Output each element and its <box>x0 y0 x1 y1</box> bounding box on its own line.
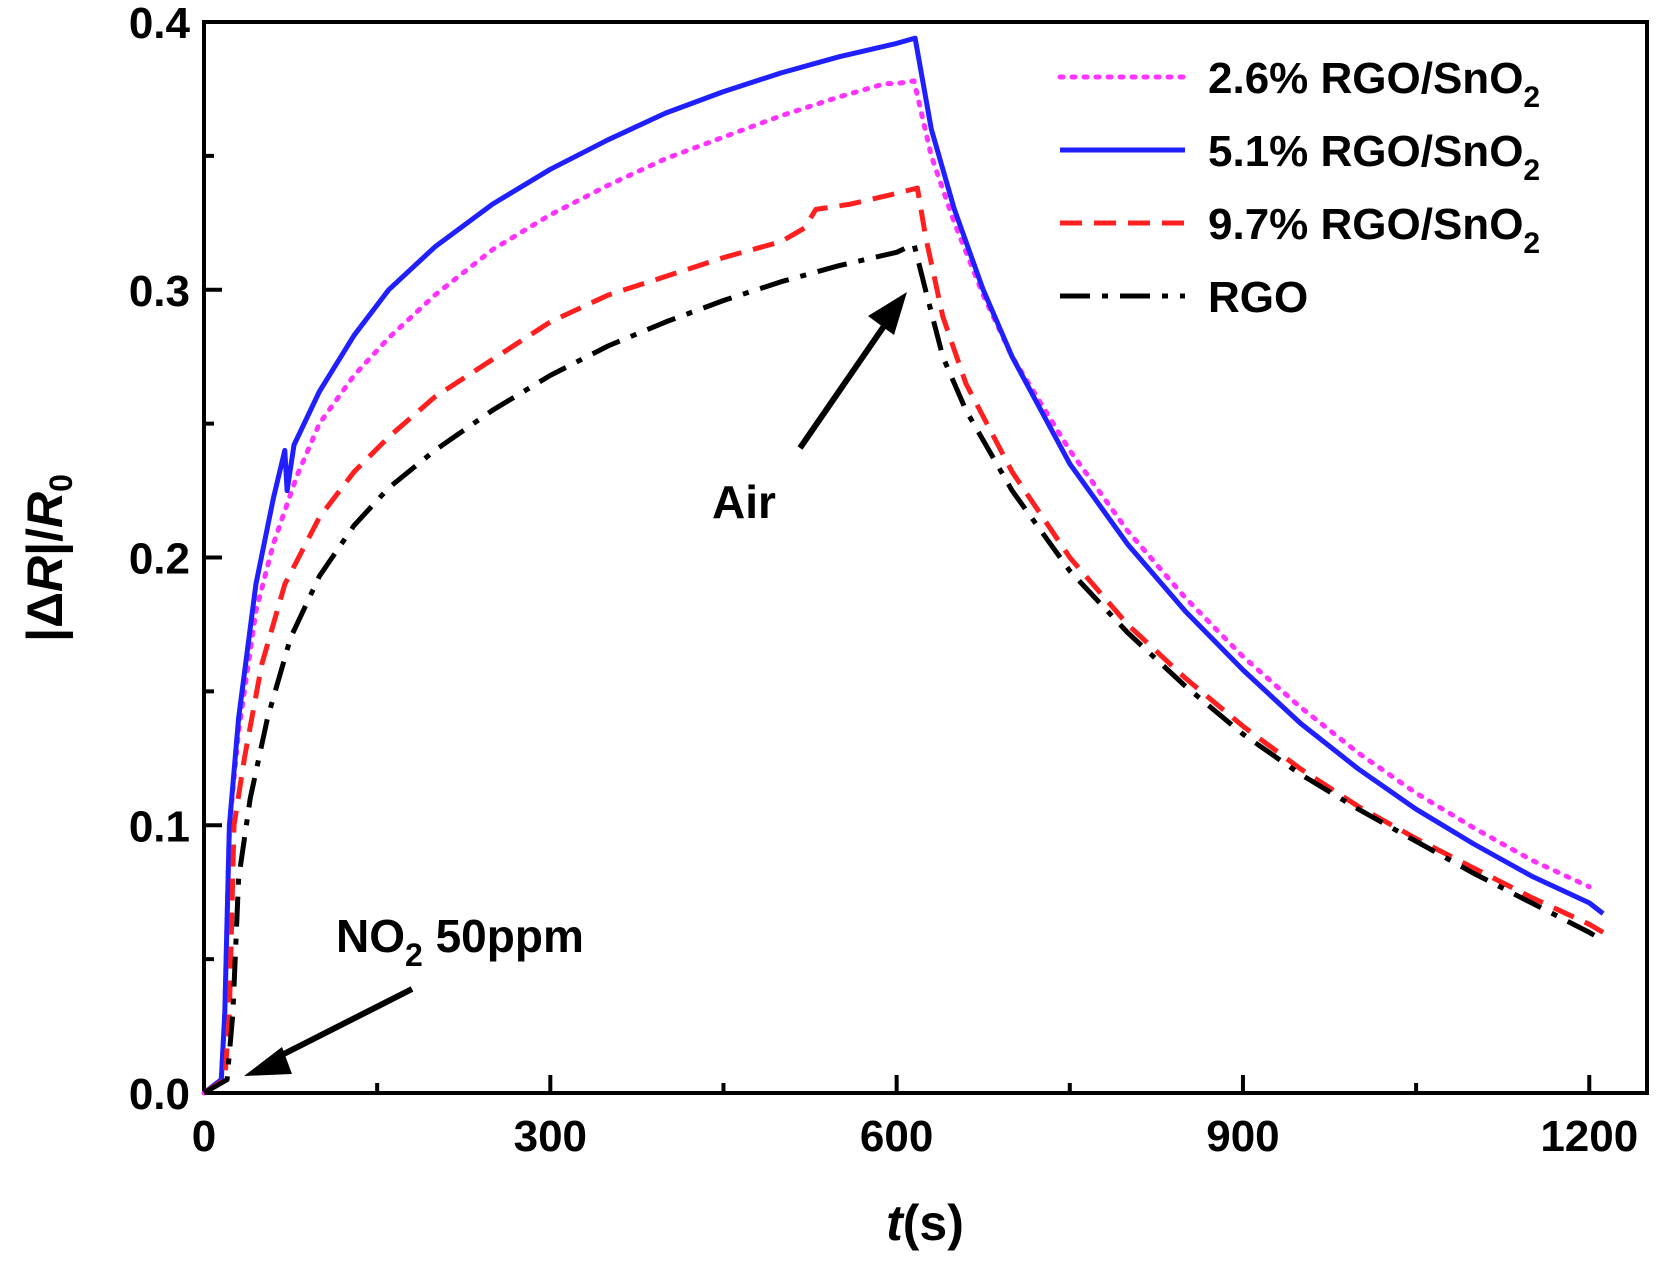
annotation-air: Air <box>712 292 907 528</box>
series-layer <box>201 35 1605 1096</box>
legend-label-sub: 2 <box>1523 154 1540 187</box>
y-axis-title-r2: R <box>17 492 73 528</box>
legend-label-main: 5.1% RGO/SnO <box>1208 127 1523 176</box>
legend-label-1: 2.6% RGO/SnO2 <box>1208 54 1540 114</box>
y-tick-label: 0.0 <box>129 1070 190 1119</box>
legend-label-3: 9.7% RGO/SnO2 <box>1208 200 1540 260</box>
annotation-no2: NO2 50ppm <box>244 910 584 1076</box>
x-axis-title-var: t <box>886 1195 905 1251</box>
x-axis-title-unit: (s) <box>903 1195 964 1251</box>
x-tick-labels: 0 300 600 900 1200 <box>192 1112 1638 1161</box>
y-tick-label: 0.2 <box>129 535 190 584</box>
legend-label-main: 9.7% RGO/SnO <box>1208 200 1523 249</box>
y-axis-title-sub: 0 <box>43 474 79 492</box>
legend-label-2: 5.1% RGO/SnO2 <box>1208 127 1540 187</box>
x-tick-label: 300 <box>514 1112 587 1161</box>
series-line-4 <box>202 241 1605 1096</box>
x-tick-label: 600 <box>860 1112 933 1161</box>
axis-ticks <box>202 20 1592 1095</box>
y-tick-label: 0.3 <box>129 267 190 316</box>
series-line-2 <box>202 35 1605 1095</box>
y-tick-labels: 0.0 0.1 0.2 0.3 0.4 <box>129 0 191 1119</box>
no2-arrow-head <box>244 1047 292 1076</box>
series-line-3 <box>202 185 1605 1096</box>
air-label: Air <box>712 476 776 528</box>
no2-label-sub: 2 <box>405 937 423 973</box>
y-tick-label: 0.1 <box>129 802 190 851</box>
x-tick-label: 0 <box>192 1112 216 1161</box>
air-arrow-shaft <box>797 311 896 450</box>
legend-label-4: RGO <box>1208 273 1308 322</box>
no2-arrow-shaft <box>266 986 414 1065</box>
y-axis-title-pre: |Δ <box>17 592 74 642</box>
y-axis-title: |ΔR|/R0 <box>17 474 79 642</box>
air-arrow-head <box>868 292 907 335</box>
y-axis-title-mid: |/ <box>17 528 74 556</box>
x-tick-label: 900 <box>1206 1112 1279 1161</box>
x-tick-label: 1200 <box>1540 1112 1638 1161</box>
y-axis-title-r1: R <box>17 556 73 592</box>
legend-label-sub: 2 <box>1523 81 1540 114</box>
no2-label: NO2 50ppm <box>336 910 584 973</box>
plot-frame <box>202 20 1649 1095</box>
y-tick-label: 0.4 <box>129 0 191 48</box>
x-axis-title: t(s) <box>886 1195 964 1251</box>
legend-label-main: RGO <box>1208 273 1308 322</box>
legend-label-main: 2.6% RGO/SnO <box>1208 54 1523 103</box>
legend-label-sub: 2 <box>1523 227 1540 260</box>
no2-label-main: NO <box>336 910 405 962</box>
series-line-1 <box>201 78 1592 1096</box>
no2-label-rest: 50ppm <box>423 910 584 962</box>
